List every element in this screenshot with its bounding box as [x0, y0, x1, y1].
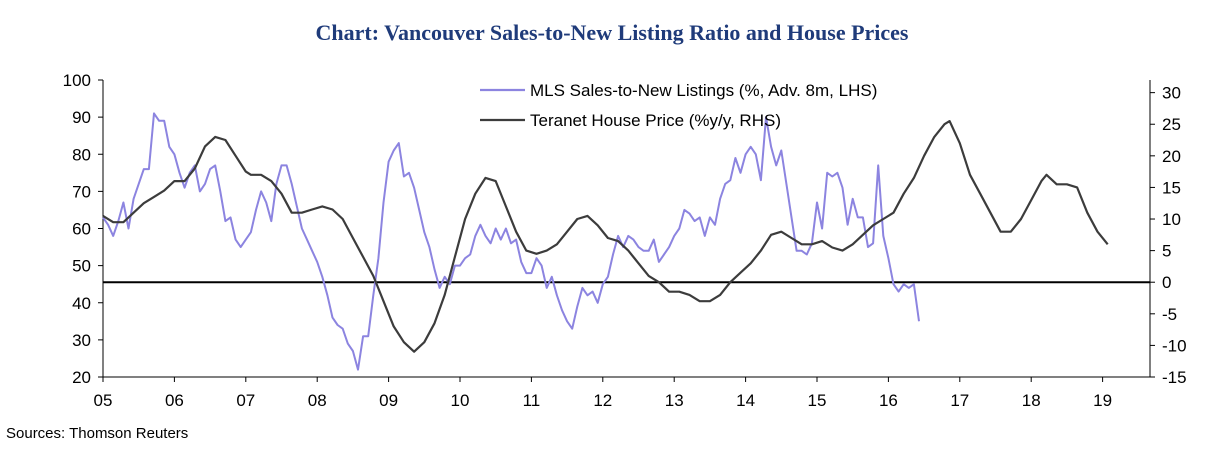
- left-tick-label: 80: [72, 145, 91, 164]
- left-tick-label: 30: [72, 331, 91, 350]
- chart-legend: MLS Sales-to-New Listings (%, Adv. 8m, L…: [480, 81, 877, 130]
- x-tick-label: 06: [165, 391, 184, 410]
- x-tick-label: 07: [236, 391, 255, 410]
- right-tick-label: -10: [1162, 336, 1187, 355]
- right-tick-label: -5: [1162, 305, 1177, 324]
- chart-title: Chart: Vancouver Sales-to-New Listing Ra…: [315, 20, 909, 45]
- right-tick-label: 5: [1162, 242, 1171, 261]
- x-tick-label: 15: [808, 391, 827, 410]
- left-tick-label: 70: [72, 182, 91, 201]
- left-tick-label: 20: [72, 368, 91, 387]
- left-tick-label: 90: [72, 108, 91, 127]
- series-line-teranet: [102, 120, 1109, 353]
- x-tick-label: 13: [665, 391, 684, 410]
- legend-label: Teranet House Price (%y/y, RHS): [530, 111, 781, 130]
- x-tick-label: 14: [736, 391, 755, 410]
- left-tick-label: 50: [72, 257, 91, 276]
- source-note: Sources: Thomson Reuters: [6, 425, 189, 442]
- x-tick-label: 09: [379, 391, 398, 410]
- x-tick-label: 19: [1093, 391, 1112, 410]
- x-tick-label: 05: [94, 391, 113, 410]
- x-tick-label: 17: [950, 391, 969, 410]
- left-tick-label: 60: [72, 220, 91, 239]
- chart-axes: 2030405060708090100-15-10-50510152025300…: [63, 71, 1187, 410]
- x-tick-label: 11: [523, 391, 541, 410]
- right-tick-label: 10: [1162, 210, 1181, 229]
- x-tick-label: 18: [1022, 391, 1041, 410]
- right-tick-label: 30: [1162, 84, 1181, 103]
- chart-series: [102, 112, 1109, 371]
- right-tick-label: 20: [1162, 147, 1181, 166]
- right-tick-label: 25: [1162, 115, 1181, 134]
- left-tick-label: 40: [72, 294, 91, 313]
- x-tick-label: 16: [879, 391, 898, 410]
- right-tick-label: -15: [1162, 368, 1187, 387]
- right-tick-label: 0: [1162, 273, 1171, 292]
- x-tick-label: 08: [308, 391, 327, 410]
- series-line-mls: [102, 112, 920, 371]
- x-tick-label: 12: [593, 391, 612, 410]
- x-tick-label: 10: [451, 391, 470, 410]
- legend-label: MLS Sales-to-New Listings (%, Adv. 8m, L…: [530, 81, 877, 100]
- right-tick-label: 15: [1162, 178, 1181, 197]
- left-tick-label: 100: [63, 71, 91, 90]
